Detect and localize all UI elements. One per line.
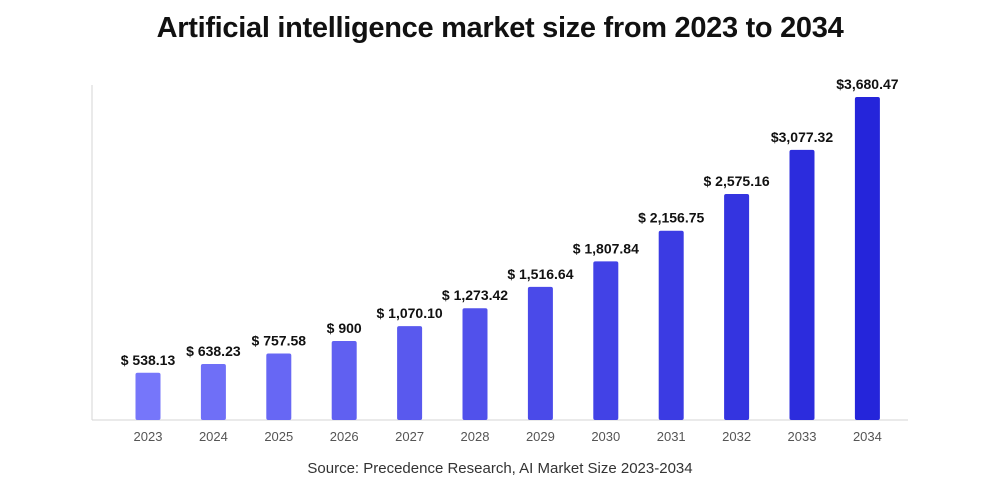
value-label-2029: $ 1,516.64 (507, 266, 573, 282)
x-tick-label-2023: 2023 (134, 429, 163, 444)
x-tick-label-2031: 2031 (657, 429, 686, 444)
value-label-2026: $ 900 (327, 320, 362, 336)
bar-2026 (331, 341, 357, 420)
value-label-2028: $ 1,273.42 (442, 287, 508, 303)
value-label-2034: $3,680.47 (836, 76, 898, 92)
bar-2032 (724, 194, 750, 420)
x-tick-label-2028: 2028 (461, 429, 490, 444)
x-tick-label-2032: 2032 (722, 429, 751, 444)
value-labels-group: $ 538.13 $ 638.23 $ 757.58 $ 900 $ 1,070.10 $… (121, 76, 899, 368)
value-label-2025: $ 757.58 (252, 333, 307, 349)
x-tick-label-2033: 2033 (788, 429, 817, 444)
bar-2034 (854, 97, 880, 420)
bar-2023 (135, 372, 161, 420)
value-label-2030: $ 1,807.84 (573, 240, 639, 256)
value-label-2023: $ 538.13 (121, 352, 176, 368)
bar-2028 (462, 308, 488, 420)
x-tick-label-2025: 2025 (264, 429, 293, 444)
value-label-2027: $ 1,070.10 (377, 305, 443, 321)
value-label-2033: $3,077.32 (771, 129, 833, 145)
source-note: Source: Precedence Research, AI Market S… (307, 460, 693, 477)
bars-group (135, 97, 880, 420)
x-tick-label-2030: 2030 (591, 429, 620, 444)
bar-2027 (397, 326, 423, 420)
bar-2030 (593, 261, 619, 420)
bar-2024 (200, 363, 226, 420)
bar-2031 (658, 230, 684, 420)
bar-2029 (527, 286, 553, 420)
value-label-2031: $ 2,156.75 (638, 210, 704, 226)
x-tick-label-2034: 2034 (853, 429, 882, 444)
value-label-2032: $ 2,575.16 (704, 173, 770, 189)
value-label-2024: $ 638.23 (186, 343, 241, 359)
x-tick-label-2024: 2024 (199, 429, 228, 444)
bar-2033 (789, 149, 815, 420)
x-tick-label-2027: 2027 (395, 429, 424, 444)
chart-title: Artificial intelligence market size from… (156, 12, 844, 44)
x-tick-labels-group: 2023 2024 2025 2026 2027 2028 2029 2030 2031 2032… (134, 429, 882, 444)
x-tick-label-2026: 2026 (330, 429, 359, 444)
bar-2025 (266, 353, 292, 420)
x-tick-label-2029: 2029 (526, 429, 555, 444)
